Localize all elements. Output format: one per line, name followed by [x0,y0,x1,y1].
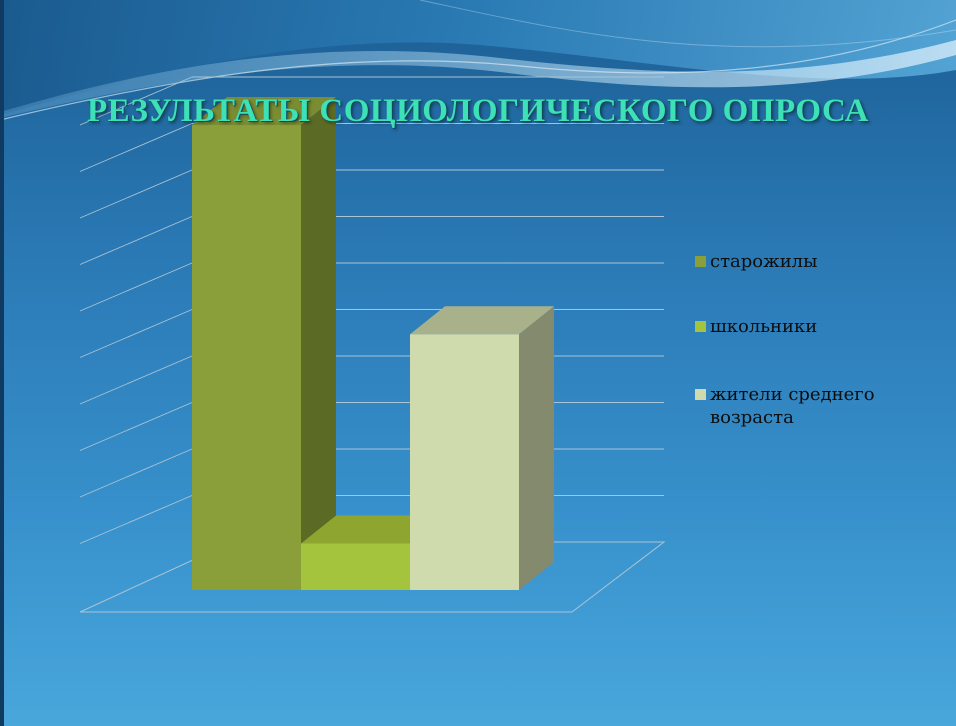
gridline-diagonal [79,262,193,312]
legend-swatch [695,256,706,267]
chart-bars [192,97,554,590]
gridline-diagonal [79,76,193,126]
bar-top-2 [301,515,445,544]
bar-side-3 [519,306,554,590]
chart-floor-outline [79,541,666,613]
chart-gridlines [79,76,664,544]
bar-top-3 [410,306,554,335]
gridline-diagonal [79,309,193,358]
legend-label: старожилы [710,251,818,272]
gridline-diagonal [79,216,193,265]
gridline-diagonal [79,495,193,544]
legend-item: старожилы [695,250,920,273]
bar-2 [301,543,410,590]
bar-3 [410,334,519,590]
gridline-diagonal [79,402,193,451]
bar-1 [192,125,301,590]
gridline-diagonal [79,448,193,498]
bar-side-1 [301,97,336,590]
gridline-diagonal [79,123,193,172]
legend-label: школьники [710,316,818,337]
legend-swatch [695,321,706,332]
chart-floor [79,541,666,613]
legend-item: школьники [695,315,920,338]
gridline-diagonal [79,355,193,405]
gridline-diagonal [79,169,193,219]
legend-swatch [695,389,706,400]
slide-title: РЕЗУЛЬТАТЫ СОЦИОЛОГИЧЕСКОГО ОПРОСА [86,93,870,129]
legend-label: жители среднего возраста [710,384,875,428]
legend-item: жители среднего возраста [695,383,920,429]
bar-top-1 [192,97,336,125]
